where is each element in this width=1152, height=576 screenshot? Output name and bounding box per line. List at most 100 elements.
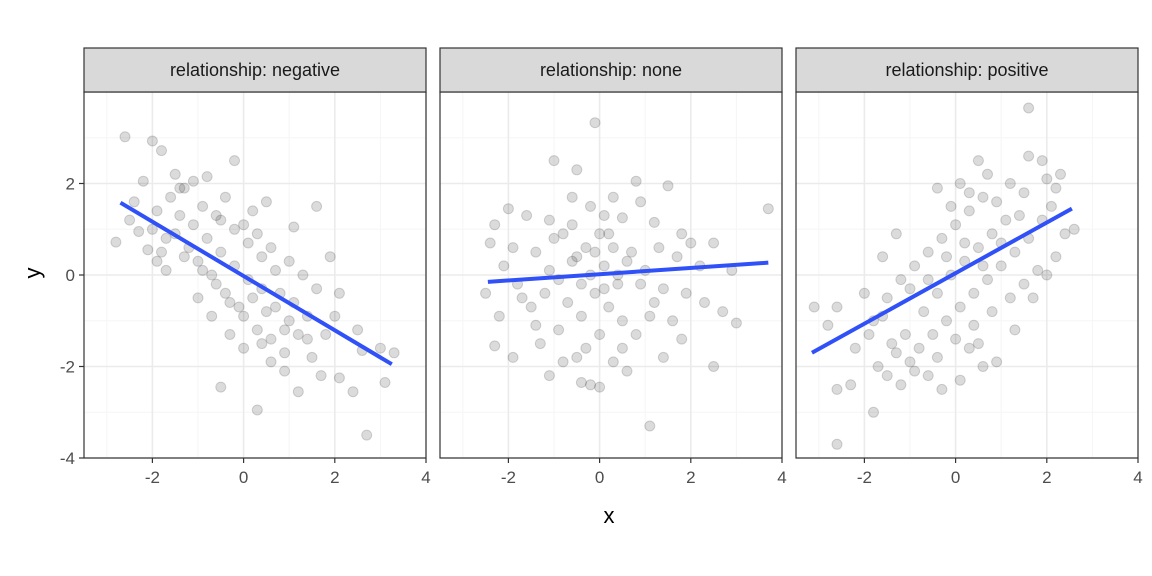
scatter-point [968, 319, 980, 331]
scatter-point [306, 351, 318, 363]
scatter-point [886, 338, 898, 350]
scatter-point [982, 274, 993, 286]
scatter-point [580, 342, 592, 354]
scatter-point [831, 383, 843, 395]
scatter-point [1000, 214, 1012, 226]
scatter-point [192, 292, 204, 304]
scatter-point [594, 381, 606, 393]
scatter-point [598, 260, 610, 272]
x-tick-label: 4 [421, 468, 430, 487]
scatter-point [904, 283, 916, 295]
scatter-point [215, 214, 227, 226]
scatter-point [534, 338, 546, 350]
scatter-point [630, 175, 642, 187]
scatter-point [557, 356, 569, 368]
scatter-point [762, 203, 774, 215]
scatter-point [872, 361, 884, 372]
scatter-point [895, 274, 907, 286]
scatter-point [977, 361, 989, 372]
scatter-point [963, 205, 975, 217]
scatter-point [708, 237, 720, 249]
scatter-point [288, 221, 300, 233]
scatter-point [119, 131, 131, 143]
scatter-point [525, 301, 537, 313]
scatter-point [521, 210, 533, 221]
scatter-point [909, 365, 921, 377]
scatter-point [1045, 200, 1057, 212]
scatter-point [991, 356, 1003, 368]
scatter-point [635, 196, 647, 208]
scatter-point [808, 301, 820, 313]
scatter-point [192, 255, 204, 267]
scatter-point [644, 420, 656, 432]
scatter-point [644, 310, 656, 322]
scatter-point [986, 306, 998, 318]
scatter-point [941, 251, 952, 263]
scatter-point [480, 287, 492, 299]
scatter-point [982, 168, 993, 180]
scatter-point [607, 356, 619, 368]
scatter-point [484, 237, 496, 249]
scatter-point [991, 196, 1003, 208]
scatter-point [575, 377, 587, 388]
scatter-point [270, 264, 281, 276]
scatter-point [589, 287, 601, 299]
strip-background [795, 47, 1139, 93]
scatter-point [963, 342, 975, 354]
scatter-point [238, 342, 250, 354]
scatter-point [941, 315, 952, 327]
scatter-point [936, 232, 948, 244]
scatter-point [950, 219, 962, 231]
fit-line [119, 200, 393, 366]
scatter-point [333, 287, 345, 299]
scatter-point [849, 342, 861, 354]
scatter-point [146, 223, 158, 235]
scatter-point [238, 310, 250, 322]
scatter-point [904, 356, 916, 368]
y-tick-label: 2 [66, 175, 75, 194]
y-tick-label: 0 [66, 266, 75, 285]
scatter-point [233, 301, 245, 313]
scatter-point [292, 386, 304, 398]
scatter-point [954, 301, 966, 313]
scatter-point [256, 338, 268, 350]
scatter-point [315, 370, 327, 382]
scatter-point [931, 351, 943, 363]
scatter-point [206, 269, 218, 281]
scatter-point [580, 242, 592, 254]
scatter-point [489, 340, 501, 352]
scatter-point [1050, 182, 1062, 194]
scatter-point [621, 255, 633, 267]
scatter-point [899, 329, 911, 340]
scatter-point [972, 242, 984, 254]
scatter-point [607, 242, 619, 254]
scatter-point [626, 246, 637, 258]
panel-2: relationship: positive -2 0 2 4 [795, 47, 1143, 487]
scatter-point [972, 338, 984, 350]
scatter-point [895, 379, 907, 391]
scatter-point [575, 278, 587, 290]
scatter-point [708, 361, 720, 372]
scatter-point [831, 438, 843, 450]
scatter-point [333, 372, 345, 384]
scatter-point [890, 347, 902, 359]
scatter-point [657, 351, 669, 363]
scatter-point [146, 135, 158, 147]
scatter-point [543, 214, 555, 226]
scatter-point [224, 297, 236, 308]
scatter-point [603, 301, 615, 313]
scatter-point [374, 342, 386, 354]
scatter-point [822, 319, 834, 331]
scatter-point [206, 310, 218, 322]
scatter-point [557, 228, 569, 240]
scatter-point [498, 260, 510, 272]
scatter-point [603, 228, 615, 240]
scatter-point [972, 155, 984, 167]
scatter-point [279, 347, 291, 359]
scatter-point [945, 200, 957, 212]
scatter-point [553, 324, 565, 336]
scatter-point [201, 232, 213, 244]
scatter-point [530, 246, 542, 258]
scatter-point [653, 242, 665, 254]
